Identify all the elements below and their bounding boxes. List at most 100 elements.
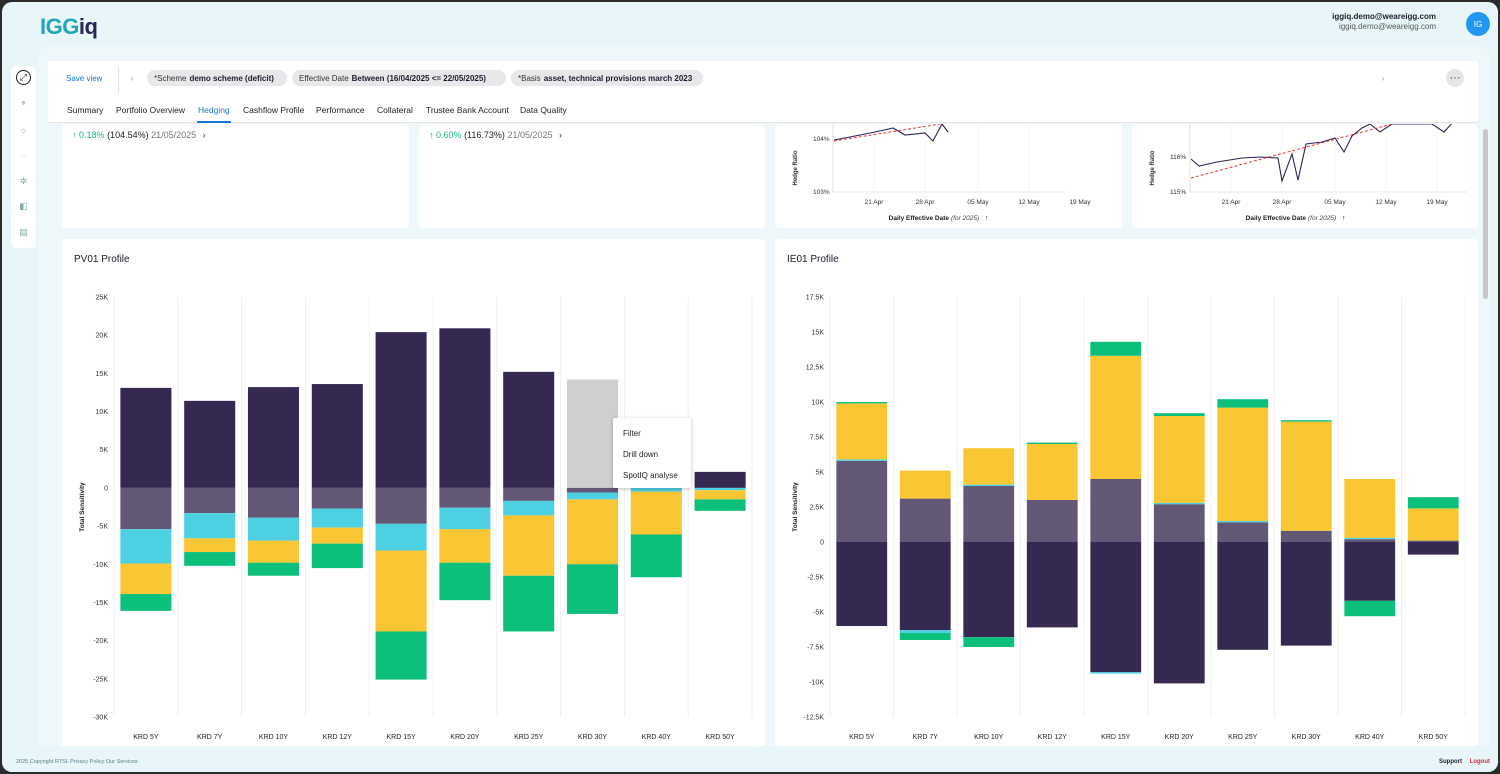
filter-chip-scheme[interactable]: *Scheme demo scheme (deficit) bbox=[147, 70, 287, 86]
y-tick-label: -10K bbox=[93, 562, 108, 569]
bar-segment bbox=[1280, 530, 1332, 542]
menu-item-filter[interactable]: Filter bbox=[623, 429, 641, 438]
y-axis-label: Hedge Ratio bbox=[793, 150, 799, 185]
hedge-ratio-chart-svg: 116% 115% Hedge Ratio 21 Apr 28 Apr 05 M… bbox=[1150, 124, 1467, 222]
bar-segment bbox=[503, 371, 555, 488]
book-icon[interactable]: ◧ bbox=[19, 201, 28, 211]
kpi-change[interactable]: ↑ 0.60% (116.73%) 21/05/2025 › bbox=[429, 130, 562, 140]
bar-segment bbox=[375, 523, 427, 551]
y-tick-label: 5K bbox=[99, 447, 108, 454]
tab-performance[interactable]: Performance bbox=[316, 105, 365, 115]
bar-segment bbox=[439, 529, 491, 563]
user-info[interactable]: iggiq.demo@weareigg.com iggiq.demo@weare… bbox=[1332, 12, 1436, 32]
tab-portfolio-overview[interactable]: Portfolio Overview bbox=[116, 105, 185, 115]
bar-segment bbox=[1217, 399, 1269, 408]
tab-collateral[interactable]: Collateral bbox=[377, 105, 413, 115]
x-tick: 12 May bbox=[1375, 199, 1397, 206]
filter-bar: Save view ‹ *Scheme demo scheme (deficit)… bbox=[48, 61, 1478, 95]
x-tick: 05 May bbox=[967, 199, 989, 206]
hedge-ratio-line bbox=[1190, 124, 1453, 184]
trend-line bbox=[1190, 124, 1393, 179]
tab-trustee-bank-account[interactable]: Trustee Bank Account bbox=[426, 105, 509, 115]
scroll-right-icon[interactable]: › bbox=[1381, 73, 1385, 83]
crosshair-icon[interactable]: ⌖ bbox=[20, 98, 27, 108]
tab-summary[interactable]: Summary bbox=[67, 105, 104, 115]
sort-arrow-icon[interactable]: ↑ bbox=[1342, 215, 1346, 222]
bar-segment bbox=[1153, 504, 1205, 542]
y-axis-label: Hedge Ratio bbox=[1150, 150, 1156, 185]
bar-segment bbox=[311, 487, 363, 509]
y-tick-label: -5K bbox=[97, 524, 108, 531]
table-icon[interactable]: ▤ bbox=[19, 227, 28, 237]
bar-segment bbox=[120, 529, 172, 564]
y-tick: 116% bbox=[1170, 154, 1186, 161]
footer-links[interactable]: 2025 Copyright RTSL Privacy Policy Our S… bbox=[16, 759, 138, 765]
bar-segment bbox=[566, 487, 619, 493]
sort-arrow-icon[interactable]: ↑ bbox=[985, 215, 989, 222]
hedge-ratio-chart-2: 116% 115% Hedge Ratio 21 Apr 28 Apr 05 M… bbox=[1132, 124, 1478, 228]
x-axis-label: Daily Effective Date bbox=[1246, 215, 1307, 222]
loader-icon[interactable]: ◌ bbox=[20, 150, 27, 161]
bar-segment bbox=[1280, 421, 1332, 531]
scrollbar[interactable] bbox=[1483, 129, 1488, 299]
x-tick-label: KRD 12Y bbox=[323, 734, 353, 741]
scroll-left-icon[interactable]: ‹ bbox=[130, 73, 134, 83]
hedge-ratio-line bbox=[833, 124, 949, 142]
more-options-button[interactable]: ··· bbox=[1446, 69, 1464, 87]
y-tick-label: -2.5K bbox=[807, 575, 824, 582]
chart-title: PV01 Profile bbox=[74, 254, 130, 265]
x-tick-label: KRD 30Y bbox=[1292, 734, 1322, 741]
y-tick-label: 5K bbox=[815, 470, 824, 477]
bar-segment bbox=[963, 542, 1015, 638]
y-tick-label: -7.5K bbox=[807, 645, 824, 652]
save-view-button[interactable]: Save view bbox=[66, 74, 103, 83]
x-tick-label: KRD 30Y bbox=[578, 734, 608, 741]
x-tick-label: KRD 12Y bbox=[1038, 734, 1068, 741]
bar-segment bbox=[120, 387, 172, 488]
bar-segment bbox=[1026, 542, 1078, 628]
hedge-ratio-chart-svg: 104% 103% Hedge Ratio 21 Apr 28 Apr 05 M… bbox=[793, 124, 1091, 222]
bar-segment bbox=[1153, 542, 1205, 684]
menu-item-drill-down[interactable]: Drill down bbox=[623, 450, 659, 459]
context-menu: Filter Drill down SpotIQ analyse bbox=[613, 418, 691, 488]
bar-segment bbox=[899, 542, 951, 631]
bar-segment bbox=[963, 486, 1015, 542]
menu-item-spotiq-analyse[interactable]: SpotIQ analyse bbox=[623, 471, 678, 480]
top-bar: IGGiq iggiq.demo@weareigg.com iggiq.demo… bbox=[2, 2, 1498, 46]
divider bbox=[118, 67, 119, 93]
bar-segment bbox=[1344, 537, 1396, 540]
app-logo[interactable]: IGGiq bbox=[40, 14, 98, 39]
network-icon[interactable]: ✲ bbox=[19, 176, 28, 186]
pv01-profile-card: PV01 Profile 25K 20K 15K 10K 5K 0 -5K -10K -15K -… bbox=[62, 239, 765, 746]
settings-icon[interactable]: ☼ bbox=[19, 124, 28, 135]
filter-chip-basis[interactable]: *Basis asset, technical provisions march … bbox=[511, 70, 703, 86]
bar-segment bbox=[836, 542, 888, 626]
tab-cashflow-profile[interactable]: Cashflow Profile bbox=[243, 105, 305, 115]
bar-segment bbox=[899, 470, 951, 499]
x-tick: 21 Apr bbox=[865, 199, 885, 206]
bar-segment bbox=[566, 379, 619, 488]
bar-segment bbox=[1407, 542, 1459, 555]
bar-segment bbox=[1153, 413, 1205, 416]
y-tick-label: 17.5K bbox=[806, 295, 825, 302]
bar-segment bbox=[1280, 420, 1332, 422]
bar-segment bbox=[247, 540, 300, 563]
bar-segment bbox=[503, 575, 555, 632]
x-tick-label: KRD 5Y bbox=[849, 734, 875, 741]
filter-chip-effective-date[interactable]: Effective Date Between (16/04/2025 <= 22/… bbox=[292, 70, 506, 86]
tab-data-quality[interactable]: Data Quality bbox=[520, 105, 567, 115]
avatar[interactable]: IG bbox=[1466, 12, 1490, 36]
y-tick-label: 0 bbox=[104, 485, 108, 492]
bar-segment bbox=[1026, 500, 1078, 542]
user-email: iggiq.demo@weareigg.com bbox=[1332, 12, 1436, 21]
support-link[interactable]: Support bbox=[1439, 759, 1462, 765]
bar-segment bbox=[1026, 444, 1078, 500]
x-tick-label: KRD 50Y bbox=[706, 734, 736, 741]
kpi-change[interactable]: ↑ 0.18% (104.54%) 21/05/2025 › bbox=[72, 130, 206, 140]
logout-link[interactable]: Logout bbox=[1469, 759, 1490, 765]
bar-segment bbox=[311, 543, 363, 569]
pv01-profile-chart: 25K 20K 15K 10K 5K 0 -5K -10K -15K -20K -25K -30K To… bbox=[79, 295, 753, 741]
bar-segment bbox=[694, 471, 746, 488]
tab-hedging[interactable]: Hedging bbox=[198, 105, 230, 115]
expand-icon[interactable]: ⤢ bbox=[16, 70, 31, 85]
